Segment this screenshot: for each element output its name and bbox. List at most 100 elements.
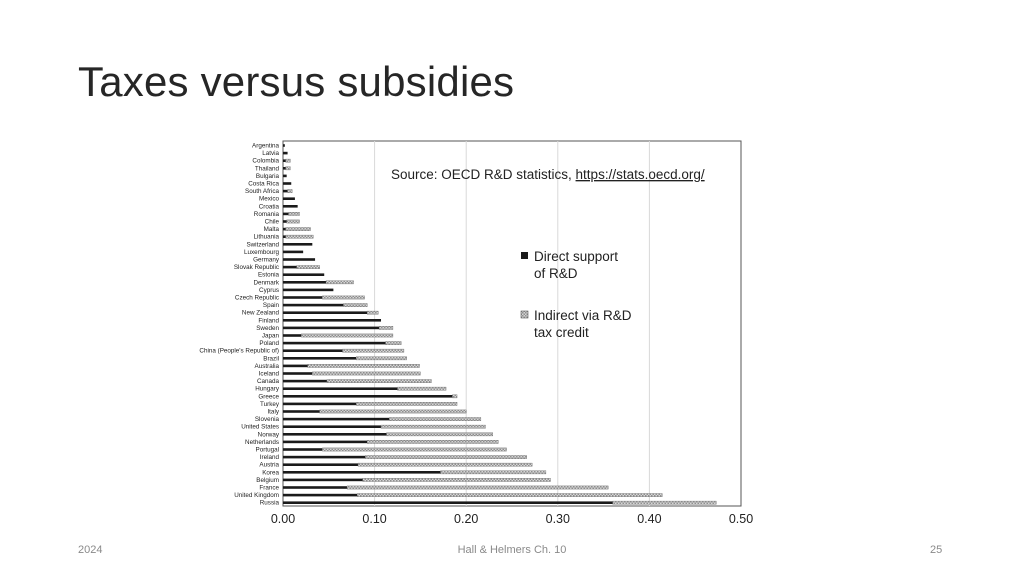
category-label: Turkey xyxy=(260,401,280,408)
bar-direct xyxy=(283,341,386,345)
gridlines xyxy=(374,141,650,506)
legend-direct-swatch xyxy=(521,252,528,259)
category-label: Iceland xyxy=(259,371,280,378)
bar-direct xyxy=(283,326,380,330)
bar-indirect xyxy=(343,303,368,307)
x-tick-label: 0.20 xyxy=(454,512,478,526)
bar-direct xyxy=(283,212,289,216)
bar-direct xyxy=(283,311,368,314)
bar-indirect xyxy=(346,485,609,490)
bar-indirect xyxy=(385,341,402,345)
bar-direct xyxy=(283,364,308,368)
x-tick-label: 0.50 xyxy=(729,512,753,526)
bar-indirect xyxy=(285,158,291,163)
category-label: Greece xyxy=(258,393,279,400)
bar-direct xyxy=(283,433,387,436)
legend-direct-label-line1: Direct support xyxy=(534,249,618,264)
category-label: Argentina xyxy=(252,143,279,150)
category-label: Luxembourg xyxy=(244,249,280,256)
bar-indirect xyxy=(285,227,311,231)
category-label: Lithuania xyxy=(253,234,279,241)
bar-direct xyxy=(283,349,343,352)
category-label: Netherlands xyxy=(245,439,279,446)
bar-direct xyxy=(283,243,313,246)
category-label: China (People's Republic of) xyxy=(199,348,279,355)
bar-direct xyxy=(283,303,344,307)
category-label: Russia xyxy=(260,500,280,507)
bar-indirect xyxy=(440,470,547,475)
bar-indirect xyxy=(367,310,379,315)
x-tick-label: 0.00 xyxy=(271,512,295,526)
bar-direct xyxy=(283,273,325,276)
category-label: New Zealand xyxy=(242,310,280,317)
legend: Direct support of R&D Indirect via R&D t… xyxy=(520,249,632,340)
bar-direct xyxy=(283,425,382,428)
category-label: Ireland xyxy=(260,454,280,461)
plot-frame xyxy=(282,140,742,507)
bar-direct xyxy=(283,455,366,459)
category-label: Spain xyxy=(263,302,280,309)
bar-indirect xyxy=(288,212,300,216)
bar-direct xyxy=(283,288,334,292)
category-label: Bulgaria xyxy=(256,173,280,180)
category-label: Denmark xyxy=(253,279,279,286)
bar-indirect xyxy=(357,462,533,467)
category-label: South Africa xyxy=(245,188,279,195)
bar-direct xyxy=(283,402,357,406)
bar-direct xyxy=(283,387,398,390)
source-note-text: Source: OECD R&D statistics, xyxy=(391,167,576,182)
bar-direct xyxy=(283,296,323,299)
bar-direct xyxy=(283,486,348,489)
bar-direct xyxy=(283,167,286,170)
bar-direct xyxy=(283,319,382,322)
footer-citation: Hall & Helmers Ch. 10 xyxy=(457,544,567,556)
bar-indirect xyxy=(285,234,314,239)
bar-direct xyxy=(283,250,304,254)
bar-direct xyxy=(283,334,302,337)
category-label: Croatia xyxy=(259,203,280,210)
bar-direct xyxy=(283,220,287,223)
category-label: Romania xyxy=(254,211,280,218)
category-label: Portugal xyxy=(256,447,279,454)
category-label: Hungary xyxy=(255,386,280,393)
category-label: Thailand xyxy=(255,165,280,172)
bar-indirect xyxy=(389,417,482,421)
category-label: Slovak Republic xyxy=(234,264,279,271)
category-label: Germany xyxy=(253,257,280,264)
bar-indirect xyxy=(296,265,320,269)
bar-direct xyxy=(283,478,363,482)
bar-indirect xyxy=(356,493,663,497)
category-label: Finland xyxy=(258,317,279,324)
legend-indirect-swatch xyxy=(520,310,529,319)
slide-title: Taxes versus subsidies xyxy=(78,58,515,105)
bar-indirect xyxy=(612,500,717,505)
category-label: Latvia xyxy=(262,150,279,157)
category-label: Australia xyxy=(255,363,280,370)
bar-direct xyxy=(283,281,327,284)
bar-indirect xyxy=(322,447,507,452)
category-label: Italy xyxy=(267,409,279,416)
bar-indirect xyxy=(322,295,365,300)
bar-direct xyxy=(283,463,359,466)
category-label: Slovenia xyxy=(255,416,280,423)
bars xyxy=(283,144,717,505)
bar-direct xyxy=(283,357,357,360)
source-note: Source: OECD R&D statistics, https://sta… xyxy=(391,167,705,182)
bar-indirect xyxy=(365,455,527,459)
source-link[interactable]: https://stats.oecd.org/ xyxy=(576,167,705,182)
category-label: Poland xyxy=(259,340,279,347)
category-label: Japan xyxy=(262,333,280,340)
category-label: United States xyxy=(241,424,279,431)
category-label: Costa Rica xyxy=(248,181,279,188)
category-label: France xyxy=(259,485,279,492)
bar-indirect xyxy=(356,356,407,361)
legend-indirect-label-line1: Indirect via R&D xyxy=(534,308,632,323)
bar-indirect xyxy=(397,386,447,391)
bar-indirect xyxy=(380,424,486,429)
category-label: Estonia xyxy=(258,272,280,279)
category-labels: ArgentinaLatviaColombiaThailandBulgariaC… xyxy=(199,143,279,507)
category-label: Sweden xyxy=(256,325,279,332)
bar-direct xyxy=(283,265,297,269)
bar-direct xyxy=(283,258,316,261)
